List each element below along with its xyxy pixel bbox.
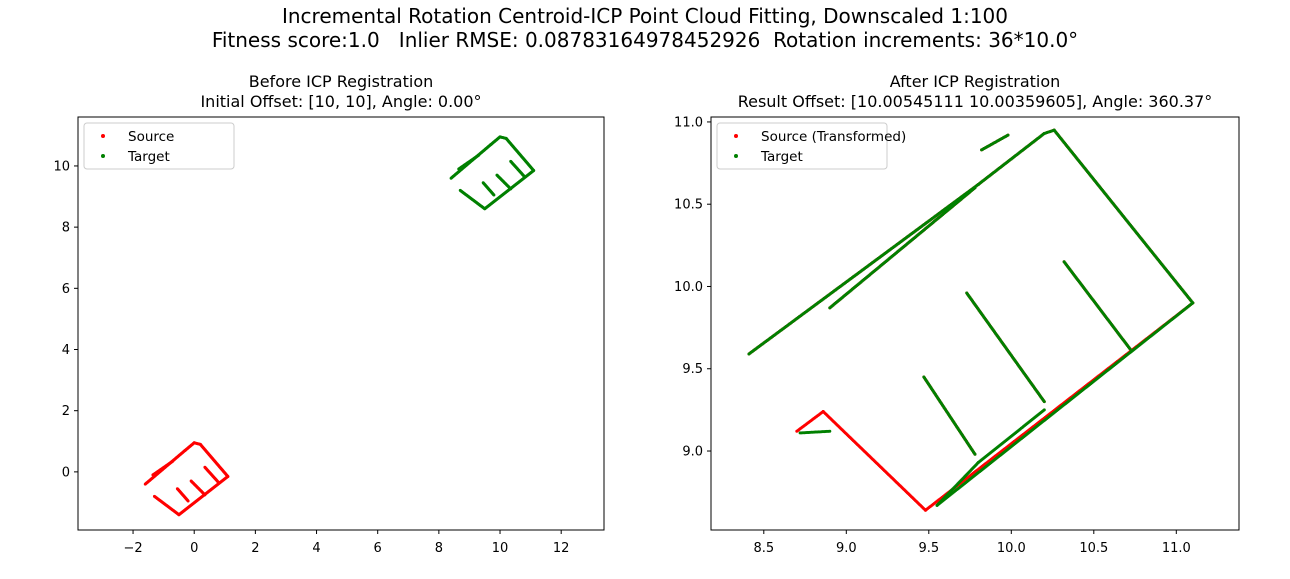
data-point <box>477 153 481 157</box>
data-point <box>1042 400 1046 404</box>
data-point <box>186 499 190 503</box>
subplot-before-icp: Before ICP Registration Initial Offset: … <box>53 72 605 556</box>
x-tick-label: 10.0 <box>997 541 1026 556</box>
y-tick-label: 10.5 <box>674 198 703 213</box>
x-tick-label: 4 <box>312 541 320 556</box>
data-point <box>1006 133 1010 137</box>
axes-frame <box>77 116 605 531</box>
x-tick-label: 2 <box>251 541 259 556</box>
axes-frame <box>710 116 1240 531</box>
subplot-title: Before ICP Registration <box>249 72 434 91</box>
figure-suptitle: Incremental Rotation Centroid-ICP Point … <box>0 4 1290 52</box>
y-tick-label: 11.0 <box>674 115 703 130</box>
x-tick-label: −2 <box>123 541 142 556</box>
data-point <box>458 188 462 192</box>
suptitle-line-1: Incremental Rotation Centroid-ICP Point … <box>281 4 1008 28</box>
legend-label: Target <box>127 149 170 165</box>
data-point <box>1042 408 1046 412</box>
y-tick-label: 10 <box>53 159 70 174</box>
y-tick-label: 6 <box>62 282 70 297</box>
x-tick-label: 8.5 <box>753 541 774 556</box>
x-tick-label: 9.0 <box>836 541 857 556</box>
x-tick-label: 0 <box>190 541 198 556</box>
data-point <box>828 429 832 433</box>
legend-frame <box>716 122 888 170</box>
y-tick-label: 10.0 <box>674 280 703 295</box>
y-tick-label: 9.5 <box>682 362 703 377</box>
data-point <box>1128 347 1132 351</box>
x-tick-label: 9.5 <box>918 541 939 556</box>
legend-frame <box>83 122 235 170</box>
legend-marker <box>734 134 738 138</box>
legend-label: Source (Transformed) <box>761 129 906 145</box>
x-tick-label: 6 <box>374 541 382 556</box>
series-source <box>143 441 230 517</box>
x-tick-label: 11.0 <box>1162 541 1191 556</box>
legend-marker <box>101 134 105 138</box>
data-point <box>203 493 207 497</box>
data-point <box>152 494 156 498</box>
data-point <box>795 429 799 433</box>
legend-label: Source <box>128 129 174 145</box>
series-target <box>747 128 1195 507</box>
subplot-after-icp: After ICP Registration Result Offset: [1… <box>674 72 1240 556</box>
x-tick-label: 8 <box>435 541 443 556</box>
x-tick-label: 12 <box>553 541 570 556</box>
data-point <box>217 481 221 485</box>
subplot-title: After ICP Registration <box>890 72 1061 91</box>
data-point <box>171 459 175 463</box>
data-point <box>973 186 977 190</box>
data-point <box>492 193 496 197</box>
y-tick-label: 4 <box>62 343 70 358</box>
series-source-transformed <box>747 128 1195 512</box>
subplot-subtitle: Result Offset: [10.00545111 10.00359605]… <box>738 92 1213 111</box>
y-tick-label: 0 <box>62 465 70 480</box>
data-point <box>509 187 513 191</box>
x-tick-label: 10.5 <box>1079 541 1108 556</box>
legend: Source Target <box>83 122 235 170</box>
x-tick-label: 10 <box>492 541 509 556</box>
y-tick-label: 2 <box>62 404 70 419</box>
legend-label: Target <box>760 149 803 165</box>
legend-marker <box>734 154 738 158</box>
series-target <box>449 135 536 211</box>
legend-marker <box>101 154 105 158</box>
data-point <box>522 175 526 179</box>
legend: Source (Transformed) Target <box>716 122 906 170</box>
y-tick-label: 8 <box>62 221 70 236</box>
subplot-subtitle: Initial Offset: [10, 10], Angle: 0.00° <box>200 92 481 111</box>
suptitle-line-2: Fitness score:1.0 Inlier RMSE: 0.0878316… <box>211 28 1079 52</box>
data-point <box>973 452 977 456</box>
y-tick-label: 9.0 <box>682 445 703 460</box>
